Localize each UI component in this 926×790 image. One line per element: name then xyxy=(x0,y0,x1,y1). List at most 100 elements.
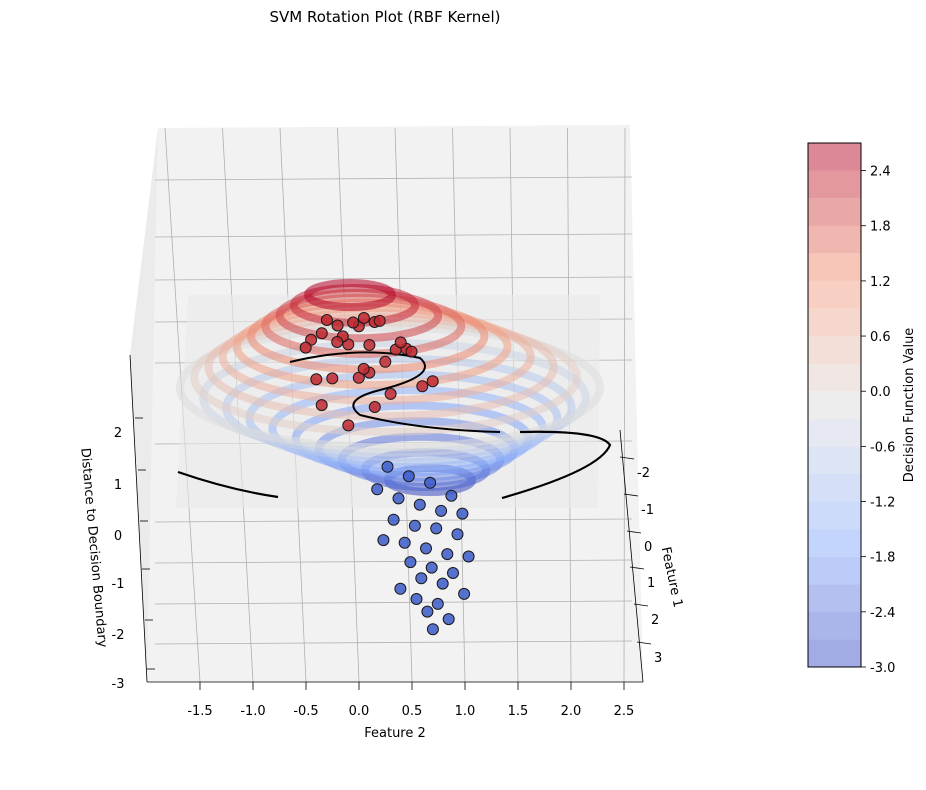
scatter-point xyxy=(445,489,458,502)
scatter-point xyxy=(299,341,312,354)
scatter-point xyxy=(402,470,415,483)
colorbar-tick-label: 2.4 xyxy=(870,165,891,180)
scatter-point xyxy=(394,582,407,595)
y-axis-line xyxy=(619,429,644,683)
colorbar-tick-label: 0.6 xyxy=(870,330,891,345)
colorbar-band xyxy=(808,280,861,309)
y-tick-mark xyxy=(626,530,642,534)
x-tick-label: 0.0 xyxy=(349,704,370,719)
x-axis-label: Feature 2 xyxy=(364,726,426,741)
x-tick-label: 1.0 xyxy=(455,704,476,719)
colorbar-tick-label: 1.2 xyxy=(870,275,891,290)
colorbar-band xyxy=(808,170,861,199)
y-tick-label: 3 xyxy=(654,651,662,666)
scatter-point xyxy=(405,345,418,358)
z-tick-label: -3 xyxy=(112,677,125,692)
colorbar-band xyxy=(808,391,861,419)
scatter-point xyxy=(447,567,459,579)
scatter-point xyxy=(442,613,455,626)
grid-lines xyxy=(154,127,633,683)
y-tick-mark xyxy=(633,603,649,607)
grid-line-z xyxy=(154,276,633,281)
contour-level xyxy=(275,288,443,343)
scatter-point xyxy=(331,319,344,332)
y-tick-label: 1 xyxy=(647,576,655,591)
decision-boundary xyxy=(289,351,501,433)
colorbar-tick-label: -1.8 xyxy=(870,551,895,566)
colorbar-ticks: 2.4 1.8 1.2 0.6 0.0 -0.6 -1.2 -1.8 -2.4 -3.0 xyxy=(861,165,895,676)
colorbar: 2.4 1.8 1.2 0.6 0.0 -0.6 -1.2 -1.8 -2.4 -3.0 Deci… xyxy=(807,142,917,676)
scatter-point xyxy=(426,375,439,388)
y-tick-mark xyxy=(629,566,645,570)
scatter-point xyxy=(357,312,370,324)
z-tick-label: -1 xyxy=(112,577,125,592)
colorbar-tick-label: -2.4 xyxy=(870,606,895,621)
colorbar-band xyxy=(808,363,861,392)
scatter-point xyxy=(342,419,355,432)
grid-line-x xyxy=(623,127,626,683)
scatter-point xyxy=(408,519,421,532)
scatter-point xyxy=(368,401,381,413)
scatter-point xyxy=(331,336,344,348)
colorbar-tick-label: -3.0 xyxy=(870,661,895,676)
y-tick-mark xyxy=(623,493,639,497)
scatter-point xyxy=(315,399,328,412)
decision-boundary xyxy=(501,430,612,500)
y-tick-label: 0 xyxy=(644,540,652,555)
scatter-point xyxy=(431,597,444,610)
chart-title: SVM Rotation Plot (RBF Kernel) xyxy=(270,8,501,26)
grid-line-z xyxy=(154,233,633,238)
contour-level xyxy=(304,279,396,311)
scatter-point xyxy=(377,534,390,547)
scatter-point xyxy=(373,314,386,327)
y-axis-label: Feature 1 xyxy=(658,546,685,609)
z-axis-label: Distance to Decision Boundary xyxy=(77,447,109,648)
contour-level xyxy=(218,308,535,405)
scatter-point xyxy=(363,339,376,351)
scatter-point xyxy=(421,605,434,618)
scatter-point xyxy=(413,498,426,511)
scatter-point xyxy=(441,548,454,561)
colorbar-band xyxy=(808,198,861,226)
colorbar-band xyxy=(808,225,861,254)
scatter-point xyxy=(384,387,397,400)
colorbar-tick-label: -0.6 xyxy=(870,440,895,455)
scatter-point xyxy=(451,528,464,541)
grid-line-z xyxy=(154,640,633,645)
y-tick-mark xyxy=(636,641,652,645)
x-tick-label: 0.5 xyxy=(402,704,423,719)
x-tick-label: 2.5 xyxy=(614,704,635,719)
y-tick-label: 2 xyxy=(651,613,659,628)
scatter-point xyxy=(394,336,407,349)
colorbar-band xyxy=(808,473,861,502)
colorbar-tick-label: 0.0 xyxy=(870,385,891,400)
x-tick-label: -1.0 xyxy=(240,704,265,719)
scatter-point xyxy=(425,561,438,574)
scatter-point xyxy=(462,550,475,563)
colorbar-tick-label: 1.8 xyxy=(870,220,891,235)
x-tick-label: 2.0 xyxy=(561,704,582,719)
colorbar-band xyxy=(808,143,861,171)
colorbar-band xyxy=(808,336,861,364)
z-tick-label: 1 xyxy=(114,478,122,493)
scatter-point xyxy=(424,476,437,489)
grid-line-z xyxy=(154,600,633,605)
colorbar-band xyxy=(808,639,861,667)
colorbar-band xyxy=(808,308,861,337)
grid-line-z xyxy=(154,176,633,181)
x-tick-label: -0.5 xyxy=(293,704,318,719)
scatter-point xyxy=(381,460,394,473)
colorbar-band xyxy=(808,418,861,447)
scatter-point xyxy=(326,372,339,385)
scatter-point xyxy=(436,577,449,590)
y-tick-mark xyxy=(619,456,635,460)
scatter-point xyxy=(315,327,328,340)
colorbar-tick-label: -1.2 xyxy=(870,496,895,511)
x-tick-label: 1.5 xyxy=(508,704,529,719)
scatter-point xyxy=(415,572,428,585)
y-tick-label: -2 xyxy=(637,466,650,481)
axes-3d: -1.5 -1.0 -0.5 0.0 0.5 1.0 1.5 2.0 2.5 -2-10123 … xyxy=(112,125,662,719)
scatter-point xyxy=(420,542,432,555)
scatter-point xyxy=(387,513,400,526)
scatter-point xyxy=(320,314,333,326)
